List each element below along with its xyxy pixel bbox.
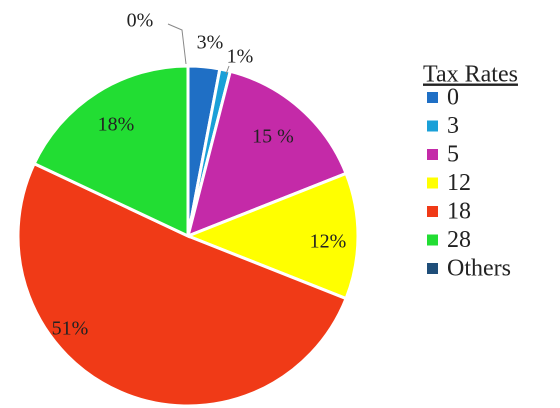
legend-swatch xyxy=(427,120,438,132)
legend-swatch xyxy=(427,234,438,246)
legend-title: Tax Rates xyxy=(423,62,518,88)
pie-slice xyxy=(185,69,349,239)
leader-line xyxy=(167,23,187,65)
legend-swatch xyxy=(427,206,438,217)
legend-label: 12 xyxy=(447,170,471,196)
slice-label: 3% xyxy=(197,32,224,54)
legend-label: 18 xyxy=(447,199,471,225)
legend-swatch xyxy=(427,92,438,103)
legend-swatch xyxy=(427,263,438,274)
legend-label: 0 xyxy=(447,85,459,111)
slice-label: 18% xyxy=(98,114,135,136)
legend-label: 5 xyxy=(447,142,459,168)
pie-slice xyxy=(16,161,349,408)
legend-swatch xyxy=(427,177,438,189)
pie-slice xyxy=(32,64,190,239)
legend-label: Others xyxy=(447,256,511,282)
slice-label: 12% xyxy=(310,231,347,253)
pie-slice xyxy=(183,171,360,301)
leader-line xyxy=(225,65,230,75)
slice-label: 15 % xyxy=(252,126,294,148)
slice-label: 1% xyxy=(227,46,254,68)
legend-label: 28 xyxy=(447,227,471,253)
slice-label: 51% xyxy=(52,318,89,340)
legend-swatch xyxy=(427,149,438,160)
slice-label: 0% xyxy=(127,10,154,32)
legend-label: 3 xyxy=(447,113,459,139)
